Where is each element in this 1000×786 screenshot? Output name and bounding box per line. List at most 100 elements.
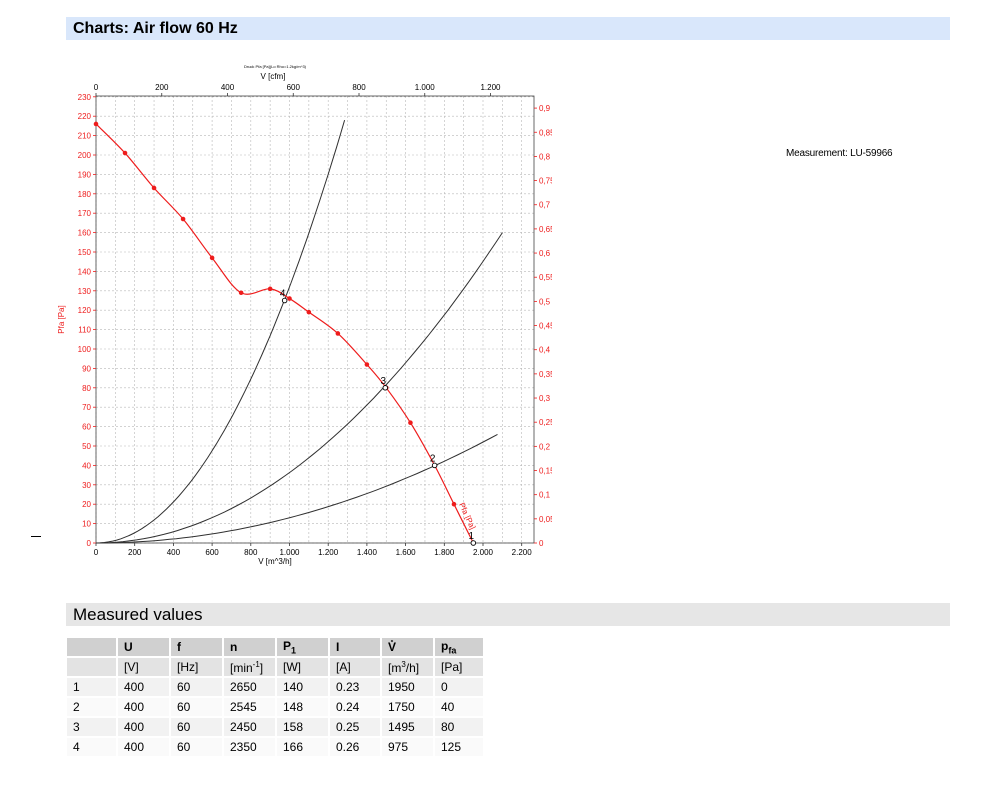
header-cell-f: f (171, 638, 224, 658)
y-tick-label: 0 (87, 539, 92, 548)
fan-curve-marker (151, 185, 157, 191)
cell: 4 (67, 738, 118, 758)
y-right-tick-label: 0,85 (539, 128, 552, 137)
y-tick-label: 130 (78, 287, 92, 296)
x-top-tick-label: 1.000 (415, 83, 436, 92)
fan-curve-marker (408, 420, 413, 426)
x-tick-label: 0 (94, 548, 99, 557)
y-right-tick-label: 0,65 (539, 225, 552, 234)
cell: 1750 (382, 698, 435, 718)
x-top-tick-label: 0 (94, 83, 99, 92)
fan-curve-marker (364, 362, 370, 367)
cell: 1495 (382, 718, 435, 738)
unit-v-post: /h] (405, 660, 420, 675)
unit-cell-f: [Hz] (171, 658, 224, 678)
x-top-tick-label: 1.200 (480, 83, 501, 92)
x-axis-label: V [m^3/h] (258, 557, 292, 566)
cell: 2350 (224, 738, 277, 758)
x-top-tick-label: 200 (155, 83, 169, 92)
x-top-tick-label: 400 (221, 83, 235, 92)
operating-point-label: 1 (469, 531, 475, 542)
table-row: 4 400 60 2350 166 0.26 975 125 (67, 738, 485, 758)
measured-values-title: Measured values (73, 605, 203, 624)
y-tick-label: 80 (82, 384, 91, 393)
cell: 1 (67, 678, 118, 698)
y-right-tick-label: 0,55 (539, 273, 552, 282)
fan-curve-marker (238, 290, 244, 296)
p1-main: P (283, 638, 292, 653)
operating-points: 1 2 3 4 (280, 289, 477, 546)
pfa-sub: fa (448, 645, 457, 656)
fan-curve-marker (93, 121, 99, 127)
y-tick-label: 160 (78, 229, 92, 238)
operating-point-marker (470, 540, 477, 546)
y-right-tick-label: 0,1 (539, 491, 551, 500)
unit-n-post: ] (259, 660, 264, 675)
unit-cell-u: [V] (118, 658, 171, 678)
unit-cell-p1: [W] (277, 658, 330, 678)
x-tick-label: 1.800 (434, 548, 455, 557)
y-tick-label: 140 (78, 267, 92, 276)
x-tick-label: 1.000 (279, 548, 300, 557)
cell: 975 (382, 738, 435, 758)
x-top-tick-label: 800 (352, 83, 366, 92)
y-tick-label: 170 (78, 209, 92, 218)
y-right-tick-label: 0,4 (539, 346, 551, 355)
cell: 158 (277, 718, 330, 738)
cell: 166 (277, 738, 330, 758)
x-tick-label: 2.200 (512, 548, 533, 557)
cell: 3 (67, 718, 118, 738)
table-row: 1 400 60 2650 140 0.23 1950 0 (67, 678, 485, 698)
operating-point-label: 4 (280, 289, 286, 300)
y-right-tick-label: 0,25 (539, 418, 552, 427)
operating-point-marker (431, 462, 438, 469)
p1-sub: 1 (291, 645, 297, 656)
measurement-label: Measurement: LU-59966 (786, 148, 893, 159)
y-right-tick-label: 0,45 (539, 322, 552, 331)
system-curve (95, 119, 346, 544)
y-right-tick-label: 0,3 (539, 394, 551, 403)
operating-point-label: 3 (381, 376, 387, 387)
chart-labels: 0102030405060708090100110120130140150160… (57, 64, 552, 566)
unit-cell-index (67, 658, 118, 678)
x-top-axis-label: V [cfm] (261, 72, 286, 81)
y-tick-label: 20 (82, 500, 91, 509)
y-right-tick-label: 0,2 (539, 442, 551, 451)
cell: 2 (67, 698, 118, 718)
cell: 140 (277, 678, 330, 698)
unit-cell-v: [m3/h] (382, 658, 435, 678)
operating-point-label: 2 (430, 453, 436, 464)
y-tick-label: 150 (78, 248, 92, 257)
cell: 125 (435, 738, 485, 758)
cell: 2450 (224, 718, 277, 738)
header-cell-p1: P1 (277, 638, 330, 658)
cell: 40 (435, 698, 485, 718)
measured-values-header: Measured values (66, 603, 950, 626)
table-unit-row: [V] [Hz] [min-1] [W] [A] [m3/h] [Pa] (67, 658, 485, 678)
fan-curve-marker (451, 501, 457, 507)
x-tick-label: 1.600 (396, 548, 417, 557)
fan-curve-marker (287, 296, 292, 301)
cell: 2545 (224, 698, 277, 718)
x-tick-label: 2.000 (473, 548, 494, 557)
y-tick-label: 200 (78, 151, 92, 160)
y-tick-label: 230 (78, 93, 92, 102)
cell: 400 (118, 678, 171, 698)
x-tick-label: 400 (167, 548, 181, 557)
header-cell-u: U (118, 638, 171, 658)
y-right-tick-label: 0,35 (539, 370, 552, 379)
charts-section-header: Charts: Air flow 60 Hz (66, 17, 950, 40)
chart-tiny-title: Druck Pfa [Pa](Lo Rho=1.2kg/m^3) (244, 64, 307, 69)
fan-curve-marker (122, 150, 128, 156)
header-cell-v: V̊ (382, 638, 435, 658)
operating-point-marker (382, 385, 389, 391)
fan-curve-marker (209, 255, 215, 261)
unit-cell-n: [min-1] (224, 658, 277, 678)
y-tick-label: 120 (78, 306, 92, 315)
y-tick-label: 60 (82, 423, 91, 432)
chart-grid (95, 96, 534, 544)
pfa-main: p (441, 638, 449, 653)
cell: 60 (171, 698, 224, 718)
charts-section-title: Charts: Air flow 60 Hz (73, 20, 238, 37)
